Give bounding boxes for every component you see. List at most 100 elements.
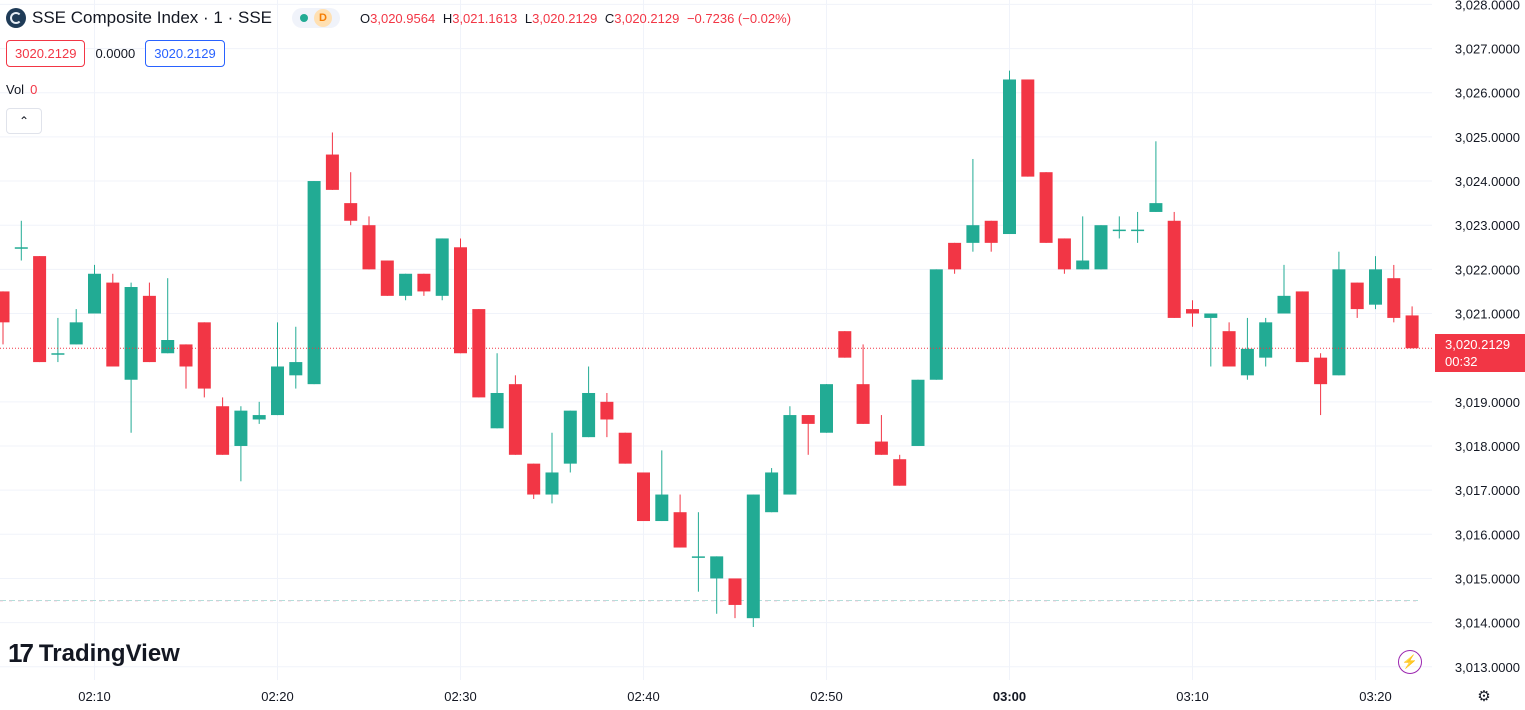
candle — [600, 392, 614, 438]
time-axis[interactable]: 02:10 02:20 02:30 02:40 02:50 03:00 03:10 03:20 — [78, 689, 1392, 704]
candle — [1204, 313, 1218, 367]
candle-body — [948, 242, 962, 270]
buy-button[interactable]: 3020.2129 — [145, 40, 225, 67]
candle — [929, 269, 943, 380]
symbol-title[interactable]: SSE Composite Index · 1 · SSE — [32, 8, 272, 27]
candle — [874, 415, 888, 455]
candle-body — [1350, 282, 1364, 310]
candle-body — [820, 384, 833, 433]
candle — [966, 158, 980, 252]
candle-body — [655, 494, 669, 522]
candle — [1314, 353, 1328, 416]
candle-body — [929, 269, 943, 380]
candle — [325, 132, 339, 190]
candle-body — [1314, 357, 1328, 385]
candle — [637, 472, 650, 522]
candle-body — [142, 295, 156, 363]
candle — [380, 260, 394, 296]
price-axis[interactable]: 3,013.0000 3,014.0000 3,015.0000 3,016.0000… — [1455, 0, 1520, 675]
candle-body — [1003, 79, 1016, 235]
time-tick-label: 02:20 — [261, 689, 294, 704]
candle — [1149, 141, 1163, 212]
candle-body — [69, 322, 83, 345]
candle-body — [417, 273, 431, 292]
candle-body — [728, 578, 742, 605]
price-tick-label: 3,015.0000 — [1455, 571, 1520, 586]
candle — [216, 397, 230, 455]
tradingview-mark-icon: 17 — [8, 638, 34, 668]
high-label: H — [442, 10, 453, 26]
candle — [655, 450, 669, 522]
candle — [33, 256, 47, 363]
candle-body — [874, 441, 888, 455]
tradingview-logo[interactable]: 17 TradingView — [8, 638, 180, 669]
candle — [1003, 70, 1016, 235]
candle — [765, 468, 779, 513]
ohlc-values: O3,020.9564 H3,021.1613 L3,020.2129 C3,0… — [360, 11, 791, 26]
candle — [1332, 251, 1346, 376]
time-tick-label: 02:10 — [78, 689, 111, 704]
high-value: 3,021.1613 — [452, 10, 518, 26]
candle — [0, 291, 10, 345]
lightning-icon[interactable]: ⚡ — [1398, 650, 1422, 674]
candle-body — [490, 392, 504, 429]
candle — [271, 322, 284, 416]
candle-body — [307, 181, 321, 385]
volume-value: 0 — [30, 82, 38, 97]
price-tick-label: 3,014.0000 — [1455, 616, 1520, 631]
candle — [234, 406, 248, 482]
candle — [508, 375, 522, 455]
candle — [14, 220, 28, 261]
candle-body — [600, 401, 614, 420]
candle-body — [618, 432, 632, 464]
candle — [1387, 264, 1401, 323]
candle-body — [1369, 269, 1382, 305]
candle — [417, 273, 431, 296]
candle — [1350, 282, 1364, 318]
candle — [582, 366, 596, 438]
candle — [783, 406, 797, 495]
candle — [142, 282, 156, 363]
candle-body — [1259, 322, 1273, 358]
open-value: 3,020.9564 — [370, 10, 436, 26]
chevron-up-icon: ⌃ — [18, 114, 30, 128]
sell-button[interactable]: 3020.2129 — [6, 40, 86, 67]
price-tick-label: 3,019.0000 — [1455, 395, 1520, 410]
candle-body — [1167, 220, 1181, 318]
gear-icon[interactable]: ⚙ — [1477, 688, 1491, 705]
candle-body — [289, 362, 303, 376]
candle-body — [1222, 331, 1236, 367]
candle-body — [106, 282, 120, 367]
candle-body — [582, 392, 596, 438]
candles — [0, 70, 1419, 628]
candle-body — [1112, 229, 1126, 232]
price-tick-label: 3,022.0000 — [1455, 262, 1520, 277]
candle-body — [984, 220, 998, 243]
candle — [838, 331, 852, 358]
candle-body — [234, 410, 248, 446]
candle — [710, 556, 724, 614]
collapse-legend-button[interactable]: ⌃ — [6, 108, 42, 134]
candle-body — [1295, 291, 1309, 363]
price-tick-label: 3,017.0000 — [1455, 483, 1520, 498]
candle — [307, 181, 321, 385]
candle-body — [1186, 309, 1199, 314]
candle-body — [1277, 295, 1291, 314]
candle — [728, 578, 742, 619]
candle-body — [746, 494, 760, 619]
price-tick-label: 3,024.0000 — [1455, 174, 1520, 189]
candle-body — [161, 340, 175, 354]
candle — [1167, 211, 1181, 318]
candle-body — [710, 556, 724, 579]
price-tick-label: 3,026.0000 — [1455, 86, 1520, 101]
candle — [1222, 322, 1236, 367]
symbol-legend: SSE Composite Index · 1 · SSE D O3,020.9… — [6, 8, 791, 28]
candle-body — [197, 322, 211, 389]
market-open-dot-icon — [300, 14, 308, 22]
candle-body — [33, 256, 47, 363]
candle-body — [1094, 225, 1108, 270]
market-status-pill[interactable]: D — [292, 8, 340, 28]
candle — [527, 463, 541, 499]
candle-body — [435, 238, 449, 296]
